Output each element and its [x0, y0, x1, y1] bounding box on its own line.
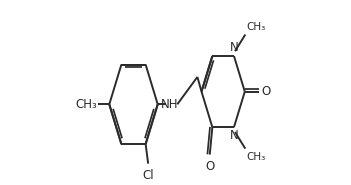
Text: CH₃: CH₃ [247, 152, 266, 162]
Text: Cl: Cl [143, 169, 154, 181]
Text: NH: NH [161, 98, 179, 111]
Text: N: N [230, 129, 238, 142]
Text: CH₃: CH₃ [75, 98, 97, 111]
Text: O: O [205, 160, 214, 173]
Text: N: N [230, 41, 238, 54]
Text: CH₃: CH₃ [247, 22, 266, 32]
Text: O: O [261, 85, 271, 98]
